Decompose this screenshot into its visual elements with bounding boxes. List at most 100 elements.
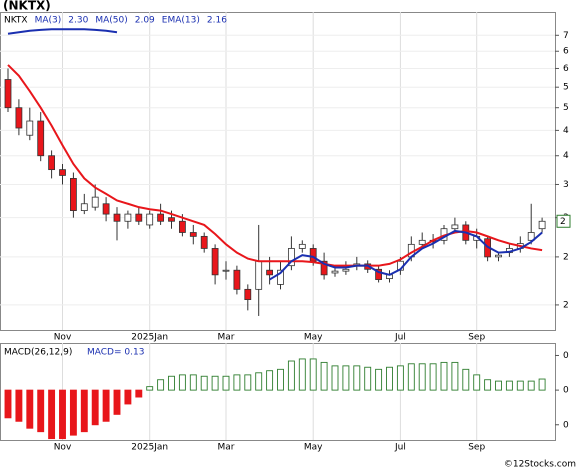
x-tick-label: Mar <box>218 443 235 453</box>
macd-bar <box>538 378 546 391</box>
macd-bar <box>69 389 77 436</box>
legend-entry: 2.16 <box>207 16 227 26</box>
x-tick-label: Jul <box>394 443 406 453</box>
candle-body <box>200 235 208 249</box>
macd-bar <box>527 380 535 391</box>
macd-bar <box>113 389 121 415</box>
price-tag <box>556 214 571 228</box>
macd-bar <box>4 389 12 419</box>
macd-bar <box>168 375 175 391</box>
macd-bar <box>298 358 306 391</box>
x-tick-label: Nov <box>54 333 72 343</box>
legend-entry: EMA(13) <box>162 16 200 26</box>
price-tag-label: 2 <box>560 217 566 227</box>
macd-bar <box>309 358 317 391</box>
macd-bar <box>233 374 241 391</box>
macd-bar <box>396 365 404 391</box>
x-tick-label: 2025Jan <box>131 443 168 453</box>
macd-bar <box>48 389 56 440</box>
y-tick-label: 5 <box>563 103 569 113</box>
x-tick-label: 2025Jan <box>131 333 168 343</box>
macd-bar <box>80 389 88 433</box>
candle-body <box>37 120 45 157</box>
candle-body <box>495 254 502 258</box>
macd-bar <box>59 389 66 440</box>
macd-bar <box>157 379 165 391</box>
macd-bar <box>26 389 34 429</box>
legend-entry: 2.09 <box>135 16 155 26</box>
macd-bar <box>473 374 481 391</box>
x-tick-label: Mar <box>218 333 235 343</box>
y-tick-label: 3 <box>563 180 569 190</box>
candle-body <box>70 178 77 211</box>
y-tick-label: 4 <box>563 126 569 136</box>
x-tick-label: May <box>304 443 323 453</box>
macd-bar <box>418 363 426 391</box>
candle-body <box>15 107 23 129</box>
legend-entry: MA(3) <box>35 16 62 26</box>
candle-body <box>59 169 66 176</box>
macd-annotation: MACD= 0.13 <box>87 348 144 358</box>
candle-body <box>26 120 34 136</box>
y-tick-label: 4 <box>563 151 569 161</box>
moving-average-line <box>269 229 543 281</box>
chart-title: (NKTX) <box>3 0 51 13</box>
macd-bar <box>505 380 513 391</box>
candle-body <box>178 220 186 233</box>
macd-bar <box>146 386 154 391</box>
macd-bar <box>135 389 143 398</box>
macd-bar <box>178 374 186 391</box>
candle-body <box>298 243 306 249</box>
macd-bar <box>407 363 415 391</box>
macd-title: MACD(26,12,9) <box>4 348 72 358</box>
macd-bar <box>124 389 132 405</box>
y-tick-label: 5 <box>563 83 569 93</box>
candle-body <box>211 248 219 276</box>
legend-entry: NKTX <box>4 16 28 26</box>
candle-body <box>320 260 328 276</box>
candle-body <box>266 269 274 276</box>
x-tick-label: Nov <box>54 443 72 453</box>
candle-body <box>157 213 165 222</box>
candle-body <box>418 239 426 245</box>
macd-bar <box>15 389 23 422</box>
macd-bar <box>222 375 230 391</box>
macd-bar <box>255 372 263 391</box>
macd-bar <box>484 379 492 391</box>
macd-bar <box>364 366 372 391</box>
candle-body <box>146 213 154 226</box>
candle-body <box>255 260 263 290</box>
y-tick-label: 0 <box>563 420 569 430</box>
macd-bar <box>320 361 328 391</box>
y-tick-label: 6 <box>563 64 569 74</box>
candle-body <box>527 232 535 241</box>
candle-body <box>233 269 241 290</box>
macd-bar <box>277 368 284 391</box>
macd-bar <box>91 389 99 426</box>
macd-bar <box>386 366 393 391</box>
candle-body <box>244 288 252 301</box>
candle-body <box>222 269 230 272</box>
legend-entry: MA(50) <box>95 16 127 26</box>
price-panel <box>0 12 556 331</box>
macd-bar <box>266 370 274 391</box>
candle-body <box>538 220 546 230</box>
candle-body <box>48 155 55 171</box>
x-tick-label: Sep <box>468 443 485 453</box>
macd-bar <box>440 361 448 391</box>
macd-bar <box>429 363 437 391</box>
macd-bar <box>189 374 197 391</box>
macd-bar <box>211 375 219 391</box>
candle-body <box>342 268 350 272</box>
candle-body <box>80 203 88 211</box>
macd-bar <box>102 389 110 422</box>
macd-bar <box>287 360 295 391</box>
macd-bar <box>375 368 383 391</box>
macd-bar <box>451 361 459 391</box>
macd-bar <box>244 374 252 391</box>
candle-body <box>375 268 383 280</box>
candle-body <box>189 232 197 237</box>
candle-body <box>4 79 12 109</box>
y-tick-label: 6 <box>563 47 569 57</box>
macd-bar <box>353 365 361 391</box>
